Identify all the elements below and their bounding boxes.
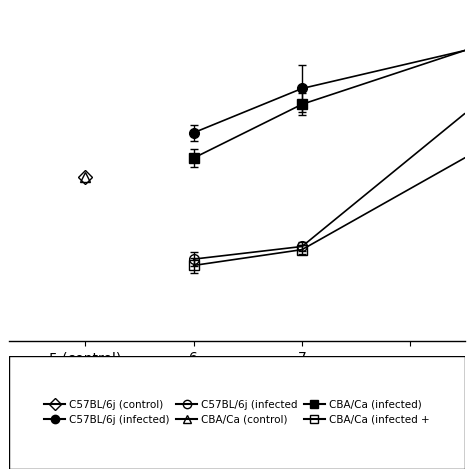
X-axis label: Days post-inoculation: Days post-inoculation [152, 371, 322, 384]
Legend: C57BL/6j (control), C57BL/6j (infected), C57BL/6j (infected, CBA/Ca (control), C: C57BL/6j (control), C57BL/6j (infected),… [39, 394, 435, 430]
FancyBboxPatch shape [9, 356, 465, 469]
